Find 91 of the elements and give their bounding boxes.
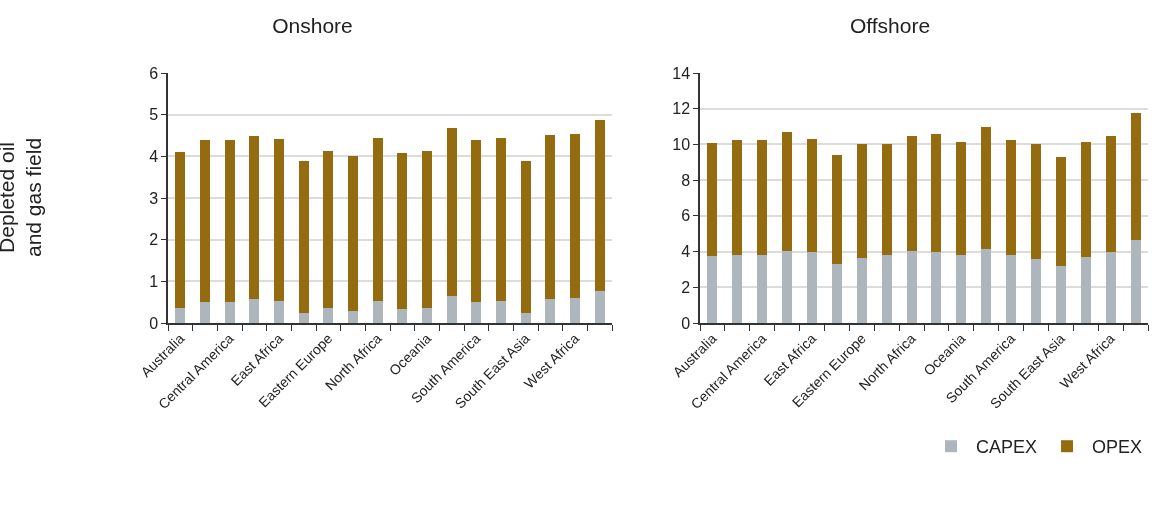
- bar: [1055, 265, 1066, 323]
- y-tick-label: 4: [149, 147, 159, 165]
- bar: [323, 151, 334, 308]
- bar: [1130, 113, 1141, 240]
- bar: [397, 309, 408, 323]
- bar: [931, 251, 942, 323]
- y-tick-label: 2: [681, 278, 691, 296]
- y-tick-label: 4: [681, 243, 691, 261]
- bar: [1055, 156, 1066, 266]
- y-tick-label: 10: [672, 136, 691, 154]
- y-tick-label: 5: [149, 106, 159, 124]
- bar: [732, 139, 743, 256]
- bar: [757, 255, 768, 323]
- bar: [881, 143, 892, 256]
- bar: [274, 138, 284, 301]
- bar: [831, 155, 842, 265]
- y-tick-label: 12: [672, 100, 691, 118]
- bar: [594, 120, 605, 291]
- bar: [520, 313, 531, 323]
- bar: [249, 136, 260, 300]
- bar: [224, 139, 235, 303]
- bar: [1031, 144, 1041, 259]
- bar: [931, 133, 942, 252]
- bar: [831, 264, 842, 323]
- bar: [782, 250, 793, 323]
- bar: [782, 131, 793, 251]
- bar: [496, 138, 506, 301]
- bar: [570, 133, 580, 298]
- bar: [496, 300, 506, 323]
- chart-title: Offshore: [849, 13, 931, 37]
- bar: [175, 308, 186, 323]
- bar: [446, 295, 457, 323]
- bar: [298, 313, 309, 323]
- bar: [200, 139, 210, 303]
- bar: [372, 137, 383, 301]
- y-tick-label: 0: [149, 314, 159, 332]
- bar: [422, 151, 432, 308]
- bar: [732, 255, 743, 323]
- y-tick-label: 3: [149, 189, 159, 207]
- bar: [570, 298, 580, 323]
- chart-title: Onshore: [272, 13, 353, 37]
- bar: [372, 300, 383, 323]
- bar: [249, 299, 260, 323]
- bar: [906, 135, 917, 251]
- y-tick-label: 14: [672, 64, 691, 82]
- bar: [807, 252, 817, 323]
- bar: [956, 255, 967, 323]
- bar: [348, 156, 358, 311]
- legend-label: CAPEX: [976, 437, 1038, 458]
- bar: [807, 139, 817, 253]
- bar: [422, 307, 432, 323]
- bar: [856, 257, 867, 323]
- y-tick-label: 8: [681, 171, 691, 189]
- bar: [1105, 136, 1116, 252]
- bar: [1130, 239, 1141, 323]
- bar: [298, 161, 309, 314]
- y-tick-label: 6: [149, 64, 159, 82]
- bar: [707, 142, 718, 257]
- y-tick-label: 2: [149, 231, 159, 249]
- bar: [323, 307, 334, 323]
- bar: [1080, 256, 1091, 323]
- bar: [224, 302, 235, 323]
- bar: [1105, 251, 1116, 323]
- legend-label: OPEX: [1092, 437, 1143, 458]
- bar: [1006, 255, 1017, 323]
- bar: [981, 248, 992, 323]
- bar: [397, 153, 408, 310]
- bar: [175, 152, 186, 309]
- bar: [274, 300, 284, 323]
- bar: [545, 298, 556, 323]
- y-tick-label: 1: [149, 272, 159, 290]
- bar: [1031, 258, 1041, 323]
- bar: [200, 302, 210, 323]
- bar: [707, 256, 718, 323]
- bar: [520, 161, 531, 314]
- bar: [856, 143, 867, 258]
- bar: [881, 255, 892, 323]
- bar: [981, 126, 992, 249]
- bar: [594, 290, 605, 323]
- bar: [471, 302, 482, 323]
- bar: [545, 134, 556, 299]
- bar: [906, 250, 917, 323]
- bar: [348, 310, 358, 323]
- bar: [956, 141, 967, 256]
- bar: [1006, 139, 1017, 256]
- y-tick-label: 6: [681, 207, 691, 225]
- bar: [471, 139, 482, 303]
- bar: [757, 139, 768, 256]
- y-tick-label: 0: [681, 314, 691, 332]
- bar: [446, 128, 457, 296]
- bar: [1080, 141, 1091, 257]
